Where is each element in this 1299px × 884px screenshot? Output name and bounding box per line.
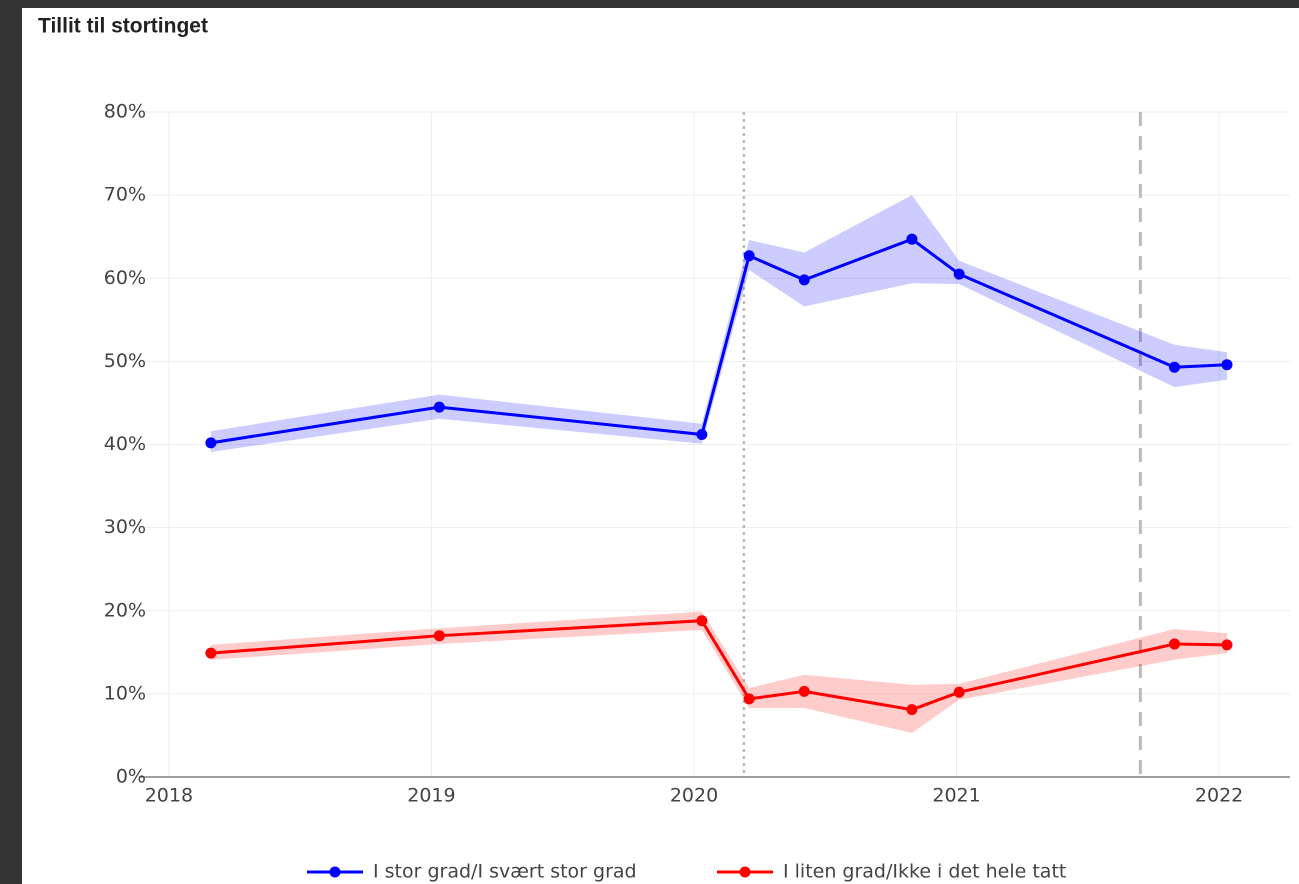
y-tick-label: 40% bbox=[104, 433, 146, 455]
point bbox=[953, 686, 965, 698]
point bbox=[433, 401, 445, 413]
y-tick-label: 60% bbox=[104, 267, 146, 289]
legend-label: I stor grad/I svært stor grad bbox=[373, 861, 637, 883]
x-tick-label: 2019 bbox=[407, 785, 455, 807]
point bbox=[696, 615, 708, 627]
panel bbox=[22, 8, 1299, 884]
point bbox=[906, 233, 918, 245]
point bbox=[696, 429, 708, 441]
y-tick-label: 80% bbox=[104, 101, 146, 123]
y-tick-label: 70% bbox=[104, 184, 146, 206]
point bbox=[743, 693, 755, 705]
point bbox=[743, 250, 755, 262]
legend-marker bbox=[329, 866, 341, 878]
point bbox=[205, 437, 217, 449]
confidence-band bbox=[210, 611, 1227, 733]
point bbox=[798, 685, 810, 697]
x-tick-label: 2020 bbox=[670, 785, 718, 807]
point bbox=[953, 268, 965, 280]
x-tick-label: 2021 bbox=[932, 785, 980, 807]
legend-label: I liten grad/Ikke i det hele tatt bbox=[783, 861, 1066, 883]
y-tick-label: 20% bbox=[104, 599, 146, 621]
point bbox=[798, 274, 810, 286]
point bbox=[1221, 359, 1233, 371]
point bbox=[906, 704, 918, 716]
point bbox=[1221, 639, 1233, 651]
x-tick-label: 2022 bbox=[1195, 785, 1243, 807]
y-tick-label: 50% bbox=[104, 350, 146, 372]
y-tick-label: 10% bbox=[104, 682, 146, 704]
point bbox=[1168, 638, 1180, 650]
y-tick-label: 0% bbox=[116, 766, 146, 788]
point bbox=[1168, 361, 1180, 373]
point bbox=[205, 647, 217, 659]
x-tick-label: 2018 bbox=[145, 785, 193, 807]
point bbox=[433, 630, 445, 642]
legend-marker bbox=[739, 866, 751, 878]
y-tick-label: 30% bbox=[104, 516, 146, 538]
chart-title: Tillit til stortinget bbox=[38, 15, 208, 38]
